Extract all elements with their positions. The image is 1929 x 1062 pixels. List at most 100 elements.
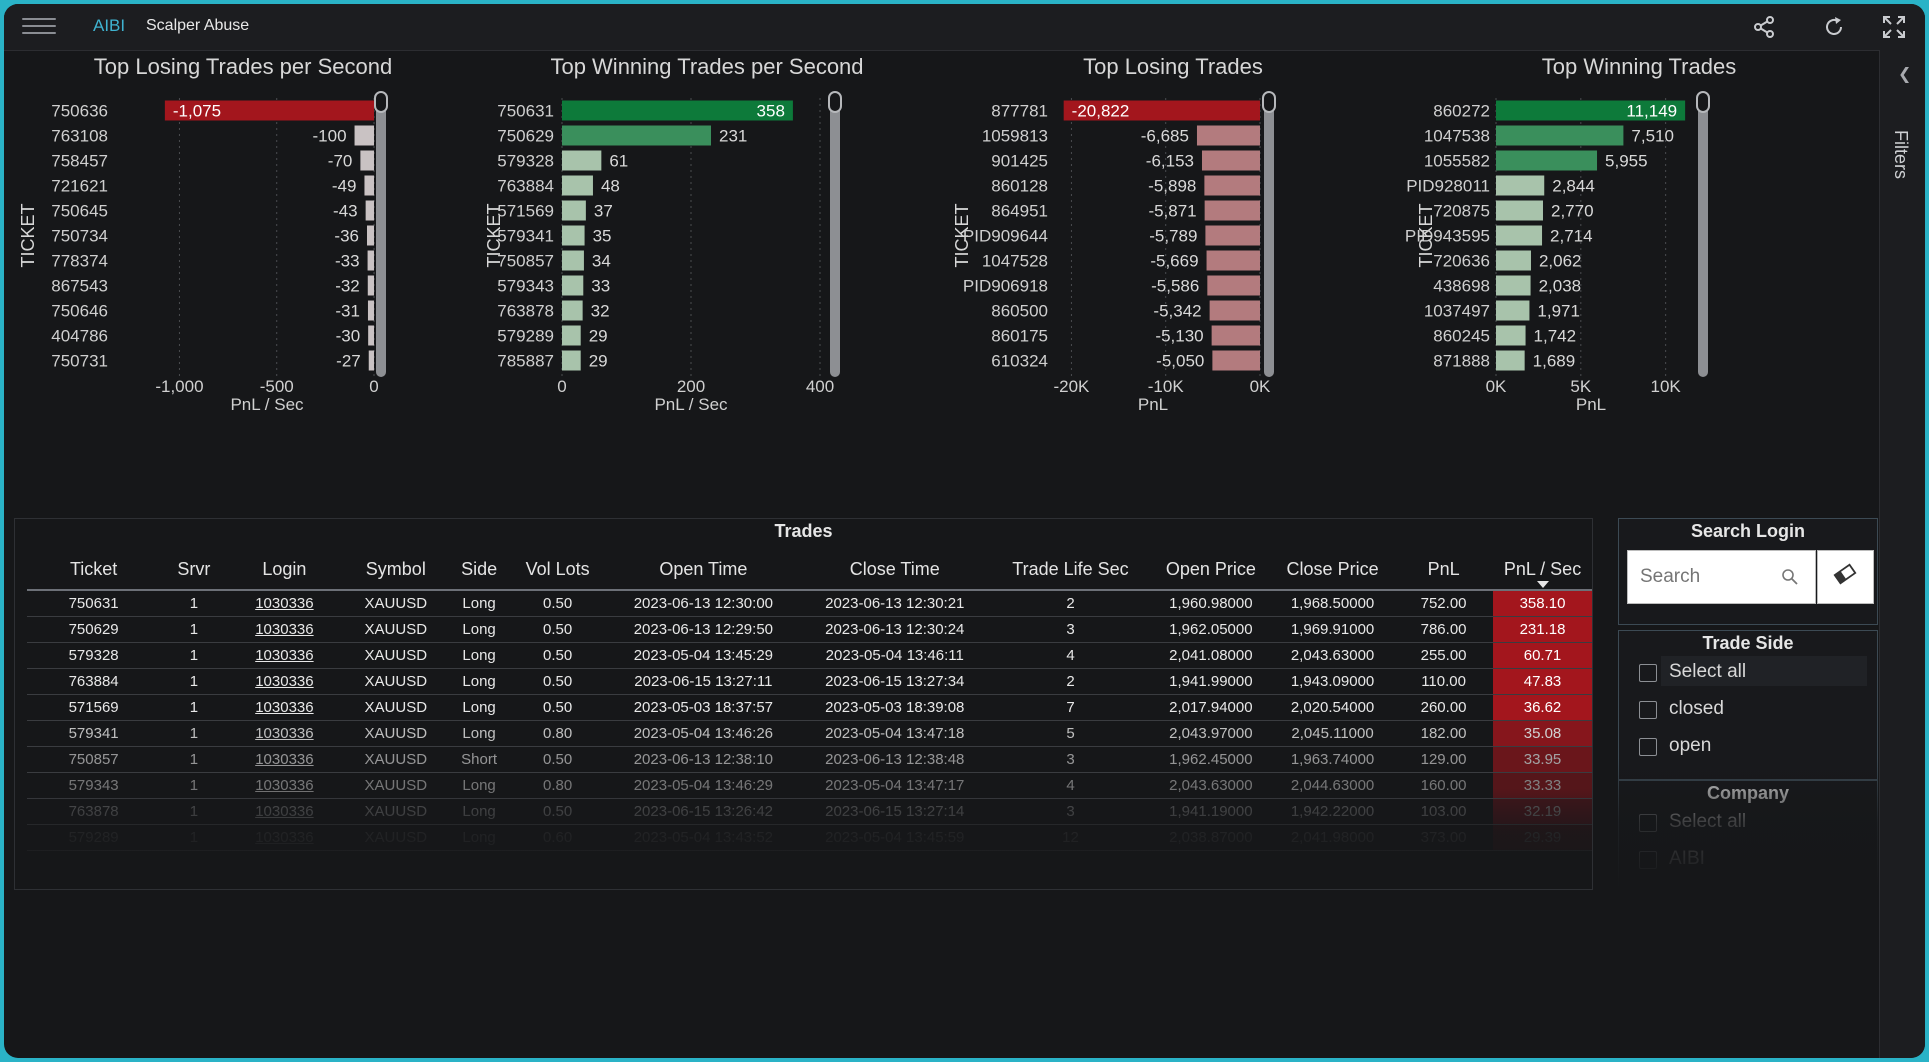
bar[interactable] (1205, 225, 1260, 246)
bar[interactable] (1496, 225, 1543, 246)
bar[interactable] (1207, 275, 1260, 296)
option-closed[interactable]: closed (1619, 691, 1877, 728)
fullscreen-icon[interactable] (1881, 14, 1907, 40)
table-cell[interactable]: 1030336 (227, 616, 342, 643)
bar[interactable] (1201, 150, 1260, 171)
bar[interactable] (1496, 300, 1530, 321)
refresh-icon[interactable] (1821, 14, 1847, 40)
table-row[interactable]: 750629 1 1030336 XAUUSD Long 0.50 2023-06-13 1… (27, 616, 1592, 643)
checkbox[interactable] (1639, 814, 1657, 832)
checkbox[interactable] (1639, 738, 1657, 756)
option-aibi[interactable]: AIBI (1619, 841, 1877, 878)
bar[interactable] (562, 350, 581, 371)
filters-rail[interactable]: ❮ Filters (1879, 50, 1925, 1058)
bar[interactable] (562, 175, 593, 196)
table-row[interactable]: 571569 1 1030336 XAUUSD Long 0.50 2023-05-03 1… (27, 694, 1592, 721)
bar[interactable] (164, 100, 374, 121)
bar[interactable] (364, 175, 374, 196)
column-header[interactable]: Close Price (1270, 549, 1395, 591)
bar[interactable] (1209, 300, 1260, 321)
bar[interactable] (368, 350, 374, 371)
bar[interactable] (1496, 175, 1545, 196)
column-header[interactable]: Close Time (799, 549, 991, 591)
column-header[interactable]: PnL (1394, 549, 1494, 591)
bar[interactable] (562, 100, 793, 121)
table-row[interactable]: 579328 1 1030336 XAUUSD Long 0.50 2023-05-04 1… (27, 642, 1592, 669)
chart-scrollbar[interactable] (828, 91, 842, 377)
table-row[interactable]: 750631 1 1030336 XAUUSD Long 0.50 2023-06-13 1… (27, 589, 1592, 617)
column-header[interactable]: Trade Life Sec (990, 549, 1151, 591)
bar[interactable] (1206, 250, 1260, 271)
column-header[interactable]: Login (227, 549, 342, 591)
bar[interactable] (1196, 125, 1260, 146)
bar[interactable] (368, 325, 374, 346)
bar[interactable] (562, 325, 581, 346)
search-login-box[interactable] (1627, 550, 1816, 604)
bar[interactable] (562, 200, 586, 221)
bar[interactable] (366, 225, 374, 246)
search-login-input[interactable] (1638, 561, 1772, 593)
column-header[interactable]: Srvr (160, 549, 228, 591)
bar[interactable] (562, 250, 584, 271)
bar[interactable] (1496, 200, 1543, 221)
table-row[interactable]: 579289 1 1030336 XAUUSD Long 0.60 2023-05-04 1… (27, 824, 1592, 851)
checkbox[interactable] (1639, 701, 1657, 719)
bar[interactable] (562, 125, 711, 146)
bar[interactable] (1496, 100, 1686, 121)
column-header[interactable]: Symbol (341, 549, 451, 591)
checkbox[interactable] (1639, 851, 1657, 869)
option-select-all[interactable]: Select all (1619, 654, 1877, 691)
table-row[interactable]: 763884 1 1030336 XAUUSD Long 0.50 2023-06-15 1… (27, 668, 1592, 695)
column-header[interactable]: Open Time (607, 549, 800, 591)
bar[interactable] (1212, 350, 1260, 371)
bar[interactable] (1496, 325, 1526, 346)
table-cell[interactable]: 1030336 (227, 694, 342, 721)
bar[interactable] (367, 300, 374, 321)
chart-scrollbar[interactable] (1262, 91, 1276, 377)
column-header[interactable]: Side (450, 549, 508, 591)
table-cell[interactable]: 1030336 (227, 720, 342, 747)
option-open[interactable]: open (1619, 728, 1877, 765)
table-row[interactable]: 579341 1 1030336 XAUUSD Long 0.80 2023-05-04 1… (27, 720, 1592, 747)
chevron-left-icon[interactable]: ❮ (1898, 64, 1912, 83)
column-header[interactable]: PnL / Sec (1493, 549, 1592, 591)
clear-search-button[interactable] (1817, 550, 1874, 604)
table-row[interactable]: 750857 1 1030336 XAUUSD Short 0.50 2023-06-13 … (27, 746, 1592, 773)
table-row[interactable]: 763878 1 1030336 XAUUSD Long 0.50 2023-06-15 1… (27, 798, 1592, 825)
column-header[interactable]: Vol Lots (507, 549, 608, 591)
bar[interactable] (562, 150, 602, 171)
bar[interactable] (1204, 175, 1260, 196)
bar[interactable] (562, 225, 585, 246)
bar[interactable] (1211, 325, 1260, 346)
bar[interactable] (1496, 350, 1525, 371)
bar[interactable] (367, 275, 374, 296)
bar[interactable] (1204, 200, 1260, 221)
menu-icon[interactable] (22, 18, 56, 36)
bar[interactable] (562, 300, 583, 321)
bar[interactable] (1496, 150, 1598, 171)
table-cell[interactable]: 1030336 (227, 772, 342, 799)
table-cell[interactable]: 1030336 (227, 589, 342, 617)
bar[interactable] (1496, 275, 1531, 296)
share-icon[interactable] (1751, 14, 1777, 40)
checkbox[interactable] (1639, 664, 1657, 682)
option-select-all[interactable]: Select all (1619, 804, 1877, 841)
table-cell[interactable]: 1030336 (227, 668, 342, 695)
bar[interactable] (562, 275, 584, 296)
table-row[interactable]: 579343 1 1030336 XAUUSD Long 0.80 2023-05-04 1… (27, 772, 1592, 799)
table-cell[interactable]: 1030336 (227, 642, 342, 669)
table-cell[interactable]: 1030336 (227, 746, 342, 773)
bar[interactable] (367, 250, 374, 271)
bar[interactable] (1496, 125, 1624, 146)
column-header[interactable]: Ticket (27, 549, 161, 591)
table-cell[interactable]: 1030336 (227, 824, 342, 851)
chart-scrollbar[interactable] (374, 91, 388, 377)
table-cell[interactable]: 1030336 (227, 798, 342, 825)
bar[interactable] (1063, 100, 1260, 121)
sort-desc-icon[interactable] (1536, 581, 1549, 588)
bar[interactable] (360, 150, 374, 171)
bar[interactable] (354, 125, 374, 146)
bar[interactable] (365, 200, 374, 221)
bar[interactable] (1496, 250, 1531, 271)
column-header[interactable]: Open Price (1150, 549, 1271, 591)
